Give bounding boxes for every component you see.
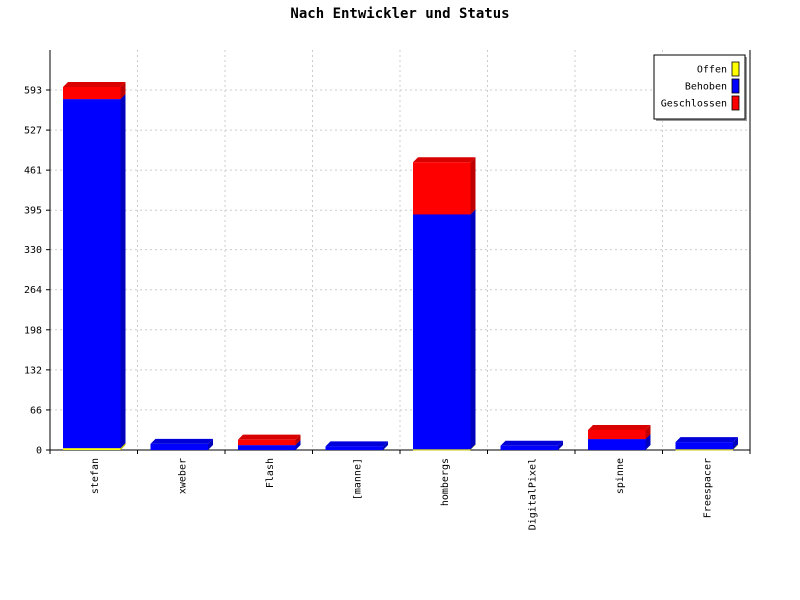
bar-hombergs-geschlossen: [413, 157, 476, 215]
bar-side: [470, 444, 476, 450]
y-tick-label: 66: [30, 405, 42, 416]
x-tick-label: [manne]: [352, 458, 363, 500]
bar-side: [470, 209, 476, 450]
bar-stefan-behoben: [63, 94, 126, 449]
x-tick-label: DigitalPixel: [527, 458, 538, 530]
x-tick-label: hombergs: [440, 458, 451, 506]
legend-label: Geschlossen: [661, 99, 727, 110]
legend-swatch: [731, 95, 740, 111]
bar-front: [238, 439, 296, 446]
bar-top: [63, 81, 126, 87]
bar-front: [413, 449, 471, 451]
bar-side: [120, 443, 126, 450]
bar-front: [588, 429, 646, 440]
bar-side: [295, 440, 301, 450]
bar-top: [325, 441, 388, 447]
legend-label: Behoben: [685, 82, 727, 93]
bar-stefan-geschlossen: [63, 81, 126, 100]
bar-side: [645, 424, 651, 440]
bar-front: [675, 449, 733, 451]
bar-side: [383, 441, 388, 450]
bar-spinne-geschlossen: [588, 424, 651, 440]
bar-top: [675, 437, 738, 443]
bar-front: [500, 445, 558, 450]
bar-top: [150, 438, 213, 444]
bar-side: [120, 94, 126, 449]
bar-front: [325, 446, 383, 450]
x-tick-label: spinne: [615, 458, 626, 494]
x-tick-label: stefan: [90, 458, 101, 494]
bar-front: [63, 86, 121, 100]
bar-front: [150, 443, 208, 450]
y-tick-label: 264: [24, 285, 42, 296]
y-tick-label: 330: [24, 245, 42, 256]
bar-xweber-behoben: [150, 438, 213, 450]
y-tick-label: 461: [24, 166, 42, 177]
y-tick-label: 132: [24, 365, 42, 376]
bars-layer: [63, 81, 738, 451]
chart-title: Nach Entwickler und Status: [290, 6, 509, 22]
axes-layer: [46, 50, 751, 454]
labels-layer: 0 66 132 198 264 330 395 461 527 593 stefan xweber F…: [24, 86, 713, 531]
bar-side: [558, 440, 563, 450]
bar-top: [238, 434, 301, 440]
legend-label: Offen: [697, 65, 727, 76]
legend: Offen Behoben Geschlossen: [653, 54, 747, 121]
bar-hombergs-behoben: [413, 209, 476, 450]
bar-top: [500, 440, 563, 446]
bar-Flash-geschlossen: [238, 434, 301, 446]
y-tick-label: 0: [36, 446, 42, 457]
bar-front: [63, 448, 121, 450]
bar-front: [675, 442, 733, 450]
bar-[manne]-behoben: [325, 441, 388, 450]
bar-top: [413, 157, 476, 163]
bar-DigitalPixel-behoben: [500, 440, 563, 450]
bar-side: [733, 444, 738, 450]
bar-side: [208, 438, 213, 450]
bar-front: [413, 214, 471, 450]
bar-front: [588, 439, 646, 450]
y-tick-label: 395: [24, 206, 42, 217]
x-tick-label: xweber: [177, 458, 188, 494]
bar-front: [63, 99, 121, 449]
bar-side: [733, 437, 738, 450]
bar-front: [413, 162, 471, 215]
bar-side: [470, 157, 476, 215]
x-tick-label: Flash: [265, 458, 276, 488]
legend-box: [653, 54, 746, 120]
bar-Freespacer-behoben: [675, 437, 738, 450]
bar-side: [645, 434, 651, 450]
grid-layer: [50, 50, 750, 450]
y-tick-label: 527: [24, 126, 42, 137]
bar-side: [120, 81, 126, 100]
y-tick-label: 198: [24, 325, 42, 336]
bar-side: [295, 434, 301, 446]
legend-swatch: [731, 61, 740, 77]
legend-swatch: [731, 78, 740, 94]
bar-top: [588, 424, 651, 430]
x-tick-label: Freespacer: [702, 458, 713, 518]
y-tick-label: 593: [24, 86, 42, 97]
bar-front: [238, 445, 296, 450]
